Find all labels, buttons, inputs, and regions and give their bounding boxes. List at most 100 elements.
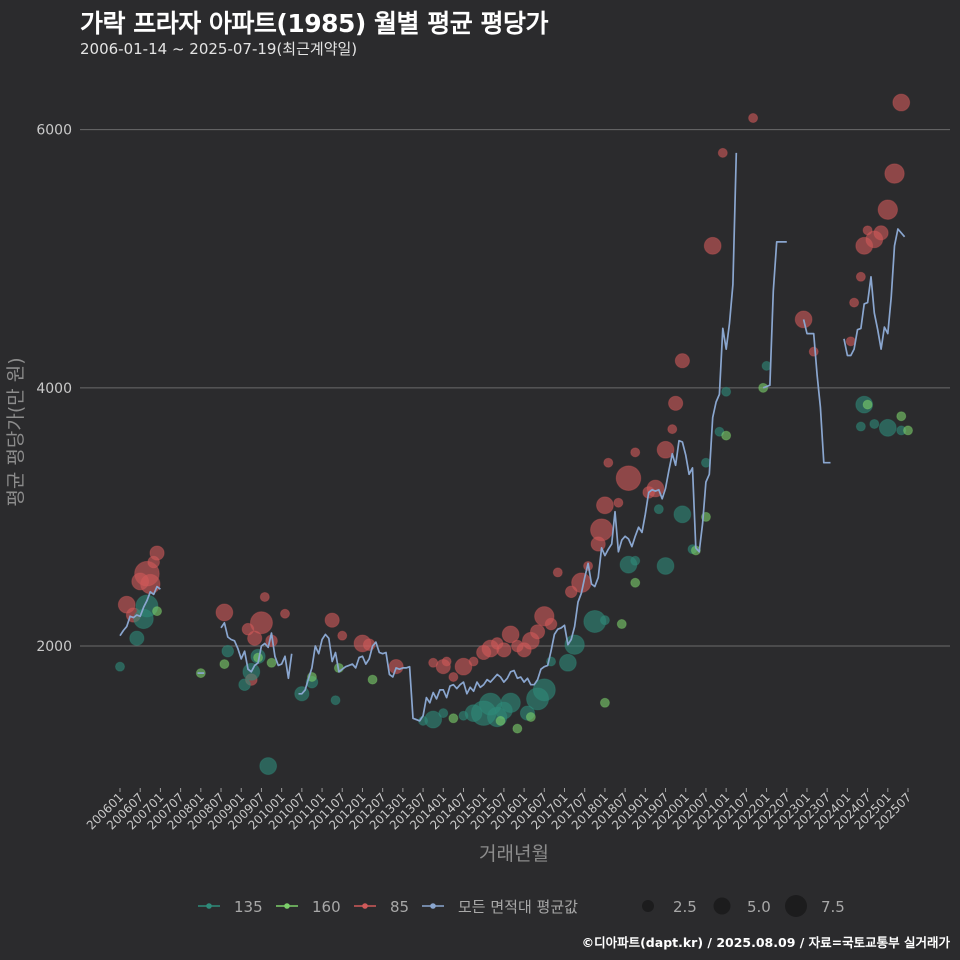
- data-point-135: [532, 678, 556, 702]
- data-point-85: [215, 603, 234, 622]
- data-point-85: [717, 147, 728, 158]
- data-point-85: [674, 353, 690, 369]
- data-point-160: [495, 715, 506, 726]
- data-point-135: [673, 505, 692, 524]
- data-point-135: [869, 418, 880, 429]
- average-line-segment: [802, 319, 831, 464]
- data-point-160: [599, 697, 610, 708]
- legend-size-label: 2.5: [673, 898, 697, 916]
- data-point-85: [337, 630, 348, 641]
- legend-label: 135: [234, 898, 263, 916]
- data-point-135: [424, 710, 443, 729]
- data-point-85: [544, 617, 558, 631]
- data-point-135: [653, 504, 664, 515]
- data-point-135: [129, 630, 145, 646]
- average-line: [119, 152, 906, 722]
- page-title: 가락 프라자 아파트(1985) 월별 평균 평당가: [80, 9, 548, 38]
- data-point-135: [500, 692, 521, 713]
- data-point-85: [324, 612, 340, 628]
- data-point-85: [849, 297, 860, 308]
- data-point-85: [884, 163, 905, 184]
- data-point-85: [613, 497, 624, 508]
- data-point-85: [703, 236, 722, 255]
- legend-key-point: [362, 903, 368, 909]
- average-line-segment: [119, 585, 161, 637]
- data-point-85: [873, 225, 889, 241]
- data-point-135: [656, 557, 675, 575]
- page-subtitle: 2006-01-14 ~ 2025-07-19(최근계약일): [80, 40, 358, 58]
- data-point-135: [330, 695, 341, 706]
- data-point-85: [140, 573, 161, 595]
- legend-label: 모든 면적대 평균값: [458, 898, 578, 916]
- data-point-160: [630, 577, 641, 588]
- data-point-160: [616, 619, 627, 630]
- data-point-85: [748, 113, 759, 124]
- data-point-135: [564, 634, 585, 655]
- data-point-85: [496, 642, 512, 658]
- data-point-85: [441, 656, 452, 667]
- legend-size-label: 7.5: [821, 898, 845, 916]
- data-point-85: [845, 336, 856, 347]
- data-point-160: [152, 606, 163, 617]
- average-line-segment: [762, 241, 787, 389]
- y-tick-label: 6000: [36, 123, 72, 139]
- average-line-segment: [298, 152, 738, 722]
- data-point-160: [862, 399, 873, 410]
- data-point-135: [558, 653, 577, 672]
- data-point-85: [630, 447, 641, 458]
- data-points: [115, 93, 913, 775]
- legend: 135 160 85 모든 면적대 평균값 2.5 5.0 7.5: [198, 895, 845, 917]
- legend-size-circle: [713, 897, 731, 915]
- legend-size-label: 5.0: [747, 898, 771, 916]
- data-point-85: [501, 625, 520, 644]
- data-point-85: [668, 395, 684, 411]
- data-point-85: [448, 671, 459, 682]
- data-point-85: [667, 424, 678, 435]
- legend-key-point: [206, 903, 212, 909]
- data-point-85: [603, 457, 614, 468]
- average-line-segment: [843, 228, 906, 357]
- y-tick-label: 2000: [36, 639, 72, 655]
- data-point-85: [249, 611, 273, 635]
- data-point-160: [903, 425, 913, 436]
- data-point-85: [259, 591, 270, 602]
- data-point-160: [448, 713, 459, 724]
- data-point-85: [468, 656, 479, 667]
- data-point-135: [259, 757, 278, 775]
- data-point-85: [615, 465, 642, 491]
- legend-size-circle: [785, 895, 807, 917]
- data-point-160: [525, 712, 536, 722]
- data-point-160: [367, 674, 378, 685]
- source-caption: ©디아파트(dapt.kr) / 2025.08.09 / 자료=국토교통부 실…: [581, 935, 950, 950]
- average-line-segment: [220, 621, 293, 680]
- data-point-160: [758, 382, 769, 393]
- data-point-85: [388, 659, 404, 675]
- legend-label: 160: [312, 898, 341, 916]
- legend-key-point: [284, 903, 290, 909]
- data-point-135: [721, 386, 732, 397]
- data-point-85: [855, 271, 866, 282]
- y-tick-label: 4000: [36, 381, 72, 397]
- data-point-85: [149, 545, 165, 561]
- data-point-135: [438, 708, 449, 719]
- data-point-85: [808, 346, 819, 357]
- data-point-160: [721, 430, 732, 441]
- data-point-160: [266, 657, 277, 668]
- y-tick-labels: 2000 4000 6000: [36, 123, 72, 655]
- legend-key-point: [430, 903, 436, 909]
- grid-lines: [80, 129, 950, 647]
- data-point-135: [599, 615, 610, 626]
- data-point-85: [656, 440, 675, 459]
- x-tick-labels: 2006012006072007012007072008012008072009…: [84, 788, 914, 833]
- data-point-135: [878, 418, 897, 437]
- data-point-85: [552, 567, 563, 578]
- data-point-135: [855, 421, 866, 432]
- data-point-160: [219, 659, 230, 670]
- data-point-135: [630, 555, 641, 566]
- data-point-85: [892, 93, 911, 112]
- data-point-85: [280, 608, 291, 619]
- data-point-160: [512, 723, 523, 734]
- data-point-85: [454, 657, 473, 676]
- legend-size-circle: [642, 900, 654, 912]
